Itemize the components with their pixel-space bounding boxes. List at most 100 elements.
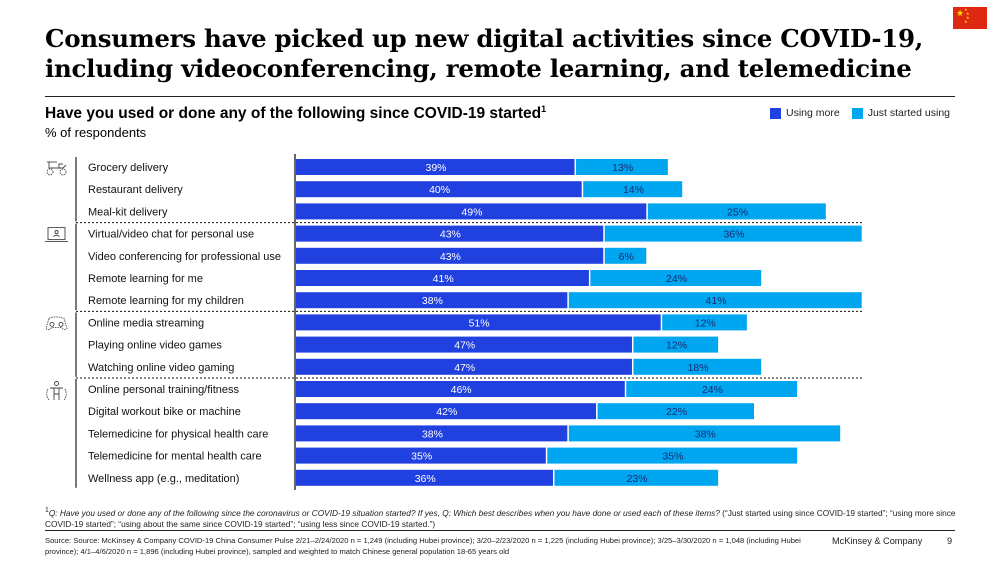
category-label: Online media streaming [88, 317, 204, 329]
category-label: Meal-kit delivery [88, 206, 168, 218]
data-label-using-more: 46% [451, 384, 472, 396]
data-label-just-started: 24% [702, 384, 723, 396]
bar-just-started [583, 181, 683, 198]
bar-using-more [296, 314, 661, 331]
legend-label-using-more: Using more [786, 107, 840, 119]
gamepad-icon-part [49, 321, 55, 327]
data-label-just-started: 24% [666, 273, 687, 285]
bar-just-started [568, 425, 841, 442]
legend-item-using-more: Using more [770, 107, 840, 119]
data-label-just-started: 14% [623, 184, 644, 196]
bar-using-more [296, 358, 632, 375]
data-label-using-more: 38% [422, 428, 443, 440]
chart-title-footnote-marker: 1 [541, 104, 547, 114]
laptop-icon-part [54, 230, 59, 235]
footnote-marker: 1 [45, 507, 49, 514]
data-label-using-more: 47% [454, 362, 475, 374]
brand-label: McKinsey & Company [832, 536, 923, 546]
laptop-icon-part [53, 234, 60, 237]
category-label: Telemedicine for mental health care [88, 451, 262, 463]
page-number: 9 [947, 536, 953, 546]
category-label: Playing online video games [88, 340, 222, 352]
category-label: Virtual/video chat for personal use [88, 229, 254, 241]
category-label: Telemedicine for physical health care [88, 428, 268, 440]
fitness-icon-part [50, 387, 63, 400]
category-label: Restaurant delivery [88, 184, 183, 196]
legend-swatch-using-more [770, 107, 782, 119]
data-label-just-started: 23% [627, 473, 648, 485]
data-label-using-more: 51% [469, 317, 490, 329]
slide-title-line2: including videoconferencing, remote lear… [45, 54, 912, 83]
chart-title: Have you used or done any of the followi… [45, 104, 546, 123]
chart-title-text: Have you used or done any of the followi… [45, 105, 542, 123]
bar-just-started [626, 381, 798, 397]
bar-using-more [296, 469, 553, 486]
source-note: Source: Source: McKinsey & Company COVID… [45, 536, 801, 556]
category-label: Wellness app (e.g., meditation) [88, 473, 239, 485]
delivery-icon [46, 161, 67, 176]
data-label-using-more: 41% [433, 273, 454, 285]
bar-just-started [604, 225, 862, 242]
data-label-just-started: 35% [662, 451, 683, 463]
category-label: Online personal training/fitness [88, 384, 240, 396]
data-label-using-more: 36% [415, 473, 436, 485]
data-label-just-started: 13% [612, 162, 633, 174]
data-label-using-more: 39% [426, 162, 447, 174]
bar-just-started [633, 336, 719, 353]
bar-using-more [296, 336, 632, 353]
bar-using-more [296, 225, 604, 242]
legend-item-just-started: Just started using [851, 107, 950, 119]
data-label-just-started: 12% [666, 340, 687, 352]
data-label-just-started: 18% [688, 362, 709, 374]
data-label-using-more: 38% [422, 295, 443, 307]
data-label-using-more: 42% [436, 406, 457, 418]
bar-just-started [568, 292, 862, 309]
bar-using-more [296, 203, 647, 220]
data-label-just-started: 25% [727, 206, 748, 218]
bar-using-more [296, 181, 582, 198]
bar-using-more [296, 425, 568, 442]
laptop-icon-part [47, 227, 66, 241]
bar-just-started [662, 314, 747, 331]
fitness-icon [46, 381, 67, 401]
data-label-just-started: 41% [706, 295, 727, 307]
title-divider [45, 96, 955, 97]
category-label: Video conferencing for professional use [88, 251, 281, 263]
data-label-using-more: 43% [440, 251, 461, 263]
data-label-using-more: 49% [461, 206, 482, 218]
slide-title: Consumers have picked up new digital act… [45, 24, 925, 84]
category-label: Grocery delivery [88, 162, 169, 174]
bar-using-more [296, 381, 625, 397]
footer-divider [45, 530, 955, 531]
bar-just-started [597, 403, 755, 420]
laptop-icon [45, 227, 68, 243]
footnote-question: Q: Have you used or done any of the foll… [48, 507, 720, 518]
data-label-just-started: 38% [695, 428, 716, 440]
delivery-icon-part [46, 168, 54, 176]
bar-just-started [633, 358, 762, 375]
data-label-using-more: 40% [429, 184, 450, 196]
footnote-answers: (“Just started using since COVID-19 star… [45, 507, 956, 529]
category-label: Digital workout bike or machine [88, 406, 241, 418]
category-label: Watching online video gaming [88, 362, 234, 374]
bar-just-started [647, 203, 826, 220]
gamepad-icon [45, 316, 68, 331]
china-flag-icon: ★ ★ ★ ★ ★ [953, 7, 987, 29]
data-label-using-more: 43% [440, 229, 461, 241]
fitness-icon-part [46, 388, 67, 401]
data-label-using-more: 47% [454, 340, 475, 352]
delivery-icon-part [48, 162, 67, 169]
bar-just-started [576, 159, 668, 175]
gamepad-icon-part [58, 321, 64, 327]
data-label-just-started: 12% [695, 317, 716, 329]
category-label: Remote learning for my children [88, 295, 244, 307]
slide-title-line1: Consumers have picked up new digital act… [45, 24, 923, 53]
category-label: Remote learning for me [88, 273, 203, 285]
chart-legend: Using more Just started using [758, 107, 950, 119]
bar-using-more [296, 159, 575, 175]
gamepad-icon-part [45, 316, 68, 331]
delivery-icon-part [59, 168, 67, 176]
bar-using-more [296, 247, 604, 264]
data-label-just-started: 6% [619, 251, 634, 263]
